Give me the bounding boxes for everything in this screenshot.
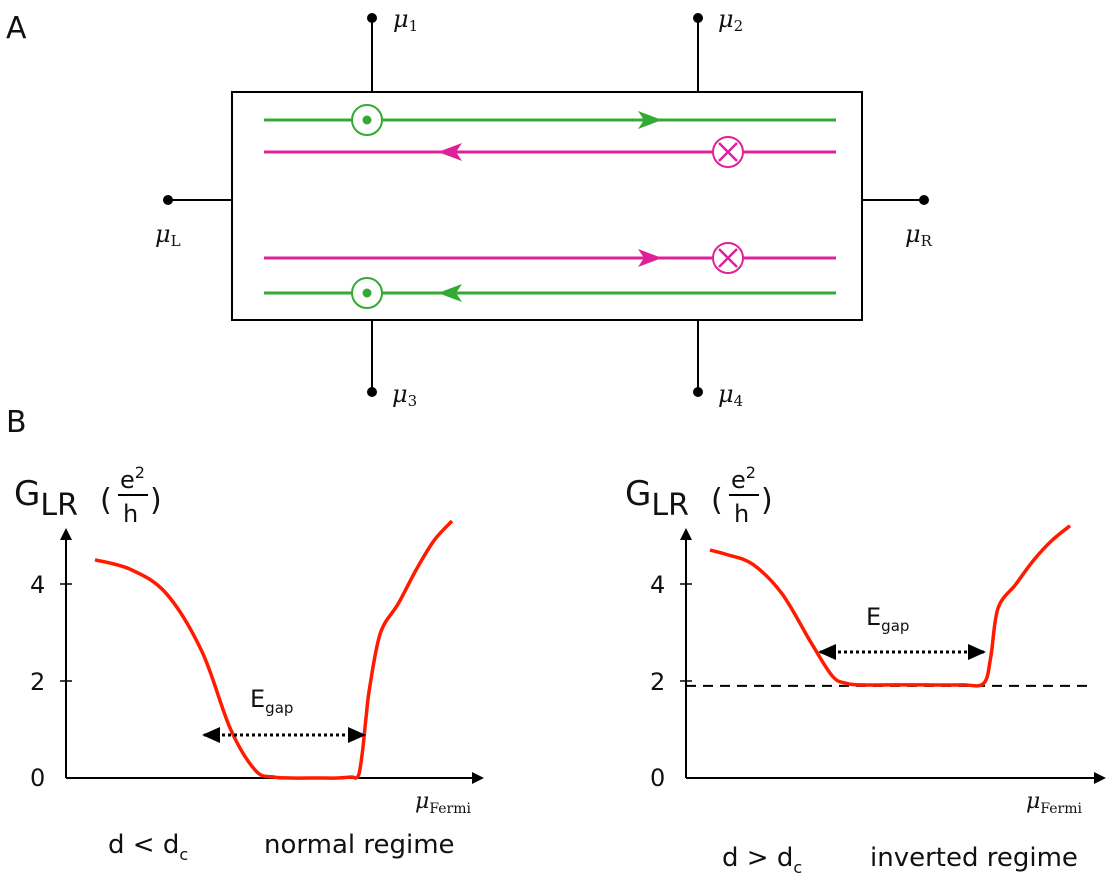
arrow-left-icon xyxy=(438,284,462,302)
gap-label: Egap xyxy=(250,685,293,717)
panel-b-label: B xyxy=(6,405,27,440)
y-axis-unit-denominator: h xyxy=(734,500,749,528)
y-axis-label: GLR xyxy=(14,474,78,523)
plot-inverted-regime: GLR ( e2 h ) 0 2 4 Egap μFermi d > dc in… xyxy=(625,463,1106,877)
contact-4 xyxy=(693,387,703,397)
spin-out-of-page-icon xyxy=(351,277,383,309)
mu-left-label: μL xyxy=(155,220,181,250)
mu-4-label: μ4 xyxy=(718,380,743,410)
y-tick-label: 4 xyxy=(650,571,665,599)
y-tick-label: 2 xyxy=(650,668,665,696)
x-axis-label: μFermi xyxy=(415,789,472,817)
sample-box xyxy=(231,91,863,321)
y-tick-label: 0 xyxy=(30,764,45,792)
mu-1-label: μ1 xyxy=(393,5,418,35)
arrow-left-icon xyxy=(438,143,462,161)
plot-normal-regime: GLR ( e2 h ) 0 2 4 Egap μFermi d < dc no… xyxy=(14,463,484,864)
contact-2 xyxy=(693,13,703,23)
y-axis-paren-close: ) xyxy=(761,483,773,518)
y-tick-label: 2 xyxy=(30,668,45,696)
x-axis-label: μFermi xyxy=(1026,789,1083,817)
condition-label: d < dc xyxy=(108,830,188,864)
y-tick-label: 0 xyxy=(650,764,665,792)
arrow-right-icon xyxy=(638,111,662,129)
y-axis-paren-close: ) xyxy=(150,483,162,518)
arrow-right-icon xyxy=(638,249,662,267)
y-axis-unit-numerator: e2 xyxy=(731,463,756,494)
y-axis-paren-open: ( xyxy=(711,483,723,518)
condition-label: d > dc xyxy=(722,843,802,877)
mu-right-label: μR xyxy=(905,220,933,250)
contact-right xyxy=(919,195,929,205)
spin-into-page-icon xyxy=(712,136,744,168)
regime-label: normal regime xyxy=(264,830,455,860)
panel-a-label: A xyxy=(6,11,27,46)
spin-out-of-page-icon xyxy=(351,104,383,136)
conductance-curve xyxy=(709,524,1072,688)
regime-label: inverted regime xyxy=(870,843,1078,873)
hall-bar-device: μ1 μ2 μ3 μ4 μL μR xyxy=(155,5,933,410)
y-axis-unit-denominator: h xyxy=(123,500,138,528)
conductance-curve xyxy=(94,519,454,780)
contact-left xyxy=(163,195,173,205)
y-axis-paren-open: ( xyxy=(100,483,112,518)
mu-2-label: μ2 xyxy=(718,5,743,35)
y-axis-label: GLR xyxy=(625,474,689,523)
y-axis-unit-numerator: e2 xyxy=(120,463,145,494)
spin-into-page-icon xyxy=(712,242,744,274)
contact-1 xyxy=(367,13,377,23)
y-tick-label: 4 xyxy=(30,571,45,599)
gap-label: Egap xyxy=(866,603,909,635)
contact-3 xyxy=(367,387,377,397)
mu-3-label: μ3 xyxy=(392,380,417,410)
